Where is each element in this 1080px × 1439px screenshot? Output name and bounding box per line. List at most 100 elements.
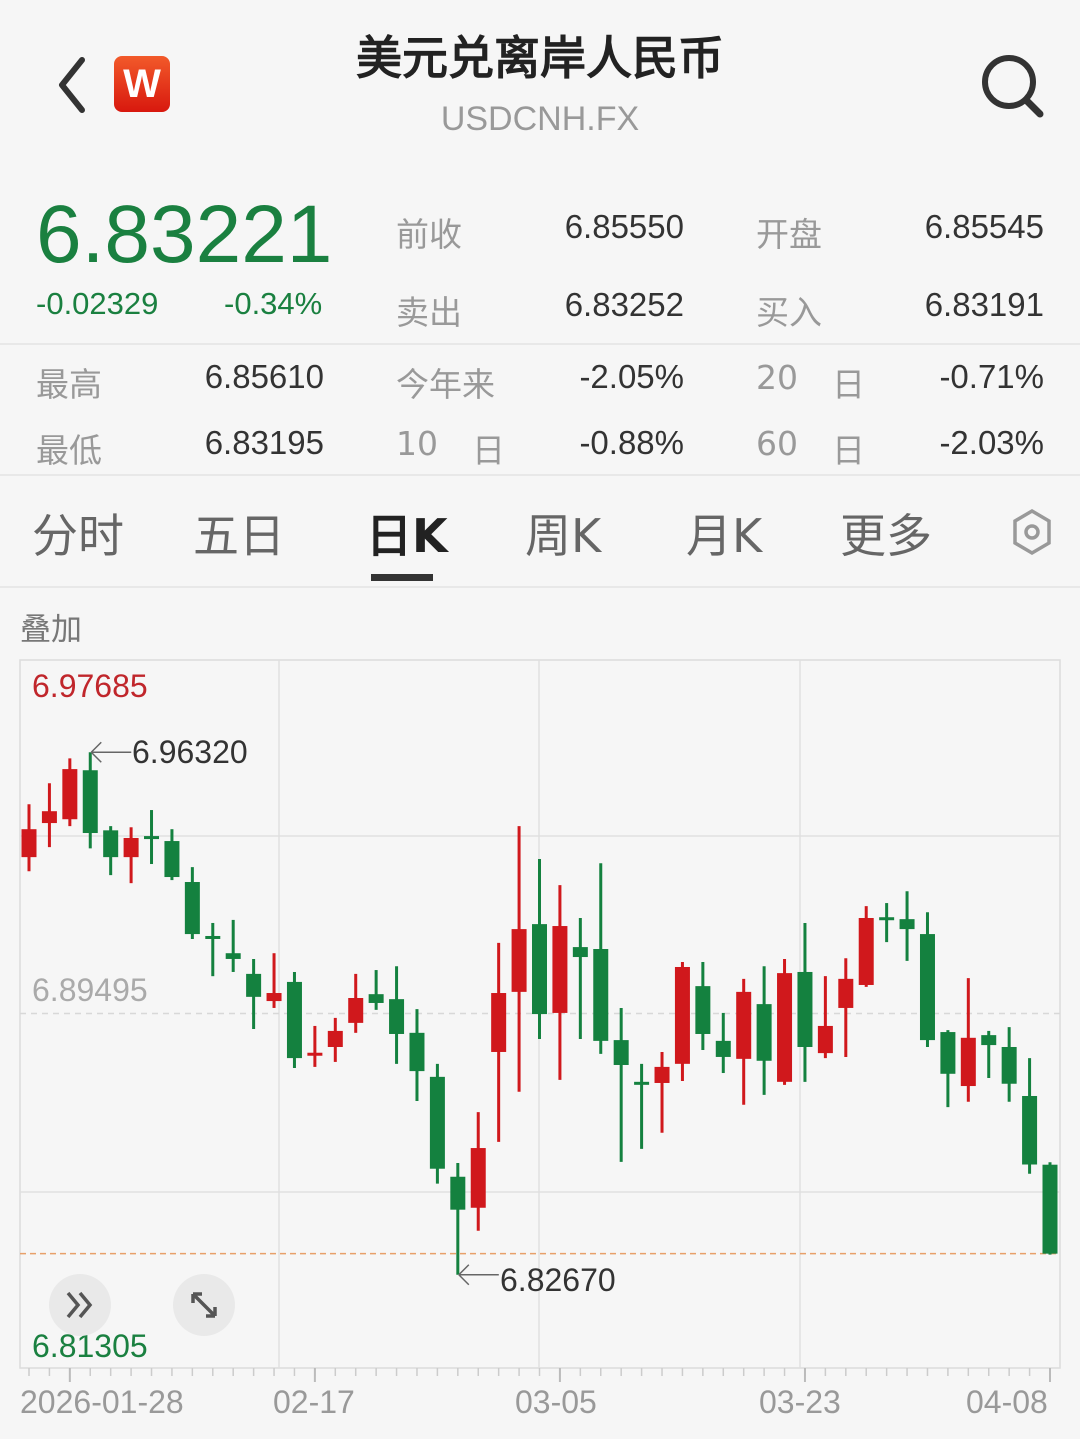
candle-body [858,917,874,985]
chevron-left-icon [59,57,85,113]
candle-body [899,919,915,930]
candle-body [82,770,98,834]
tab-weekly-k[interactable]: 周K [525,509,602,563]
tab-more[interactable]: 更多 [840,509,932,563]
high-annotation-label: 6.96320 [132,734,248,770]
tab-monthly-k[interactable]: 月K [686,509,763,563]
d10-num: 10 [396,424,438,463]
candle-body [838,978,854,1008]
back-button[interactable] [48,50,98,120]
candle-body [879,917,895,921]
prev-close-value: 6.85550 [564,208,684,245]
price-change-pct: -0.34% [224,286,323,321]
candle-body [41,811,57,824]
overlay-button[interactable]: 叠加 [20,612,82,648]
candle-body [634,1081,650,1085]
app-logo: W [114,56,170,112]
open-value: 6.85545 [924,208,1044,245]
candle-body [593,949,609,1041]
bid-value: 6.83191 [924,286,1044,323]
tab-daily-k[interactable]: 日K [366,509,448,563]
candle-body [756,1004,772,1061]
candle-body [1042,1164,1058,1254]
low-label: 最低 [36,431,102,470]
divider [0,343,1080,345]
candle-body [409,1032,425,1072]
divider [0,474,1080,476]
candle-body [123,837,139,858]
search-icon [982,55,1044,118]
low-annotation-label: 6.82670 [500,1262,616,1298]
high-value: 6.85610 [204,358,324,395]
settings-button[interactable] [1010,508,1054,556]
hexagon-settings-icon [1013,508,1051,556]
candle-body [736,991,752,1059]
d20-num: 20 [756,358,798,397]
page-title: 美元兑离岸人民币 [356,31,724,85]
price-change: -0.02329 [36,286,159,321]
candle-body [715,1040,731,1057]
fullscreen-button[interactable] [173,1274,235,1336]
candle-body [572,947,588,958]
x-tick-label: 03-23 [759,1384,841,1420]
prev-close-label: 前收 [396,215,462,254]
candle-body [286,981,302,1059]
candle-body [21,829,37,858]
search-button[interactable] [978,52,1048,122]
open-label: 开盘 [756,215,822,254]
y-mid-label: 6.89495 [32,972,148,1008]
candle-body [613,1040,629,1065]
candle-body [429,1076,445,1169]
d20-unit: 日 [832,365,865,404]
d20-value: -0.71% [939,358,1044,395]
tab-intraday[interactable]: 分时 [32,509,124,563]
ytd-value: -2.05% [579,358,684,395]
candle-body [225,953,241,959]
candle-body [1022,1095,1038,1165]
candle-body [1001,1046,1017,1084]
high-label: 最高 [36,365,102,404]
candle-body [960,1037,976,1087]
last-price: 6.83221 [36,189,333,280]
d60-num: 60 [756,424,798,463]
candle-body [552,926,568,1013]
candle-body [327,1030,343,1047]
candle-body [654,1066,670,1083]
scroll-to-start-button[interactable] [49,1274,111,1336]
candle-body [491,993,507,1052]
candle-body [817,1025,833,1054]
candle-body [307,1052,323,1056]
candle-body [144,836,160,840]
double-chevron-right-icon [66,1291,93,1319]
d10-value: -0.88% [579,424,684,461]
ask-label: 卖出 [396,293,462,332]
candle-body [797,971,813,1047]
candlestick-chart[interactable] [0,640,1080,1400]
candle-body [389,999,405,1034]
y-max-label: 6.97685 [32,668,148,704]
x-tick-label: 03-05 [515,1384,597,1420]
d10-unit: 日 [472,431,505,470]
candle-body [266,993,282,1002]
candle-body [532,924,547,1015]
x-tick-label: 02-17 [273,1384,355,1420]
candle-body [940,1032,956,1074]
candle-body [368,994,384,1003]
d60-value: -2.03% [939,424,1044,461]
low-value: 6.83195 [204,424,324,461]
candle-body [62,769,78,820]
candle-body [184,882,200,935]
high-annotation-arrow [90,741,132,763]
active-tab-indicator [371,574,433,581]
candle-body [777,973,793,1082]
ask-value: 6.83252 [564,286,684,323]
expand-arrows-icon [191,1292,217,1318]
candle-body [246,973,262,997]
candle-body [695,986,711,1034]
d60-unit: 日 [832,431,865,470]
symbol-code: USDCNH.FX [440,100,640,138]
low-annotation-arrow [458,1264,499,1286]
tab-five-day[interactable]: 五日 [193,509,285,563]
candle-body [450,1176,466,1210]
candle-body [919,934,935,1041]
